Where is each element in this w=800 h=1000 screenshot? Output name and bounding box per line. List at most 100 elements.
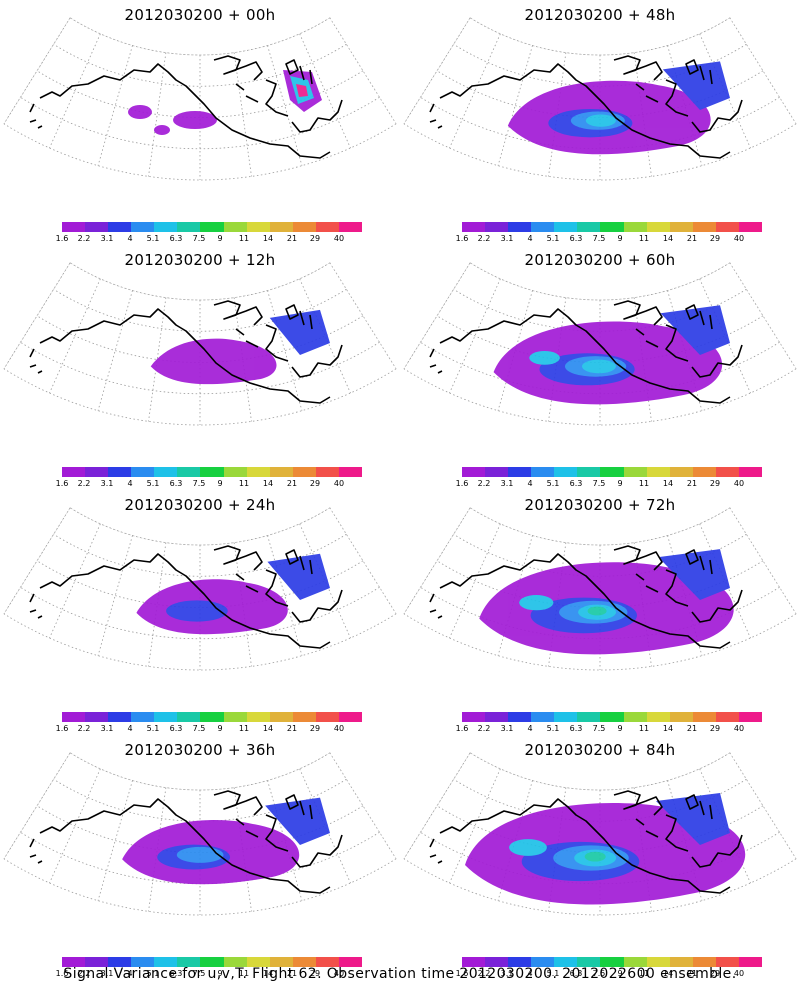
- colorbar-swatch: [108, 957, 132, 967]
- map-panel: 2012030200 + 00h 1.6 2.2 3.1 4 5.1 6.3 7.5 9 11 14…: [0, 0, 400, 245]
- colorbar-swatch: [554, 222, 578, 232]
- colorbar: [62, 222, 363, 232]
- colorbar-swatch: [738, 712, 763, 722]
- colorbar-tick-label: 21: [286, 724, 298, 733]
- panel-title: 2012030200 + 24h: [124, 496, 276, 514]
- colorbar-swatch: [462, 957, 486, 967]
- colorbar-swatch: [246, 467, 270, 477]
- colorbar-tick-label: 5.1: [146, 724, 160, 733]
- colorbar-swatch: [508, 712, 532, 722]
- map-panel: 2012030200 + 36h 1.6 2.2 3.1 4 5.1 6.3 7.5 9 11 14…: [0, 735, 400, 980]
- colorbar-swatch: [131, 222, 155, 232]
- colorbar-tick-label: 1.6: [455, 234, 469, 243]
- colorbar-swatch: [600, 712, 624, 722]
- colorbar-swatch: [315, 712, 339, 722]
- colorbar-swatch: [85, 957, 109, 967]
- colorbar-tick-label: 6.3: [169, 479, 183, 488]
- coastlines: [429, 55, 743, 159]
- colorbar-swatch: [646, 222, 670, 232]
- colorbar-tick-label: 5.1: [546, 479, 560, 488]
- colorbar-swatch: [62, 222, 86, 232]
- polar-map: [403, 752, 797, 916]
- colorbar-swatch: [85, 467, 109, 477]
- colorbar-tick-label: 14: [662, 969, 674, 978]
- panel-title: 2012030200 + 48h: [524, 6, 676, 24]
- colorbar-swatch: [462, 712, 486, 722]
- colorbar-tick-label: 3.1: [100, 724, 114, 733]
- colorbar-labels: 1.6 2.2 3.1 4 5.1 6.3 7.5 9 11 14 21 29 40: [456, 234, 762, 244]
- colorbar-swatch: [715, 467, 739, 477]
- colorbar-swatch: [531, 222, 555, 232]
- colorbar-tick-label: 21: [286, 969, 298, 978]
- colorbar-swatch: [646, 712, 670, 722]
- colorbar-tick-label: 2.2: [77, 479, 91, 488]
- colorbar-tick-label: 6.3: [569, 234, 583, 243]
- coastlines: [29, 300, 343, 404]
- panel-title: 2012030200 + 12h: [124, 251, 276, 269]
- colorbar-tick-label: 9: [217, 969, 223, 978]
- map-panel: 2012030200 + 48h 1.6 2.2 3.1 4 5.1 6.3 7.5 9 11 14…: [400, 0, 800, 245]
- colorbar-tick-label: 11: [238, 969, 250, 978]
- colorbar-tick-label: 5.1: [146, 969, 160, 978]
- colorbar-tick-label: 6.3: [169, 724, 183, 733]
- colorbar-tick-label: 9: [217, 724, 223, 733]
- colorbar-tick-label: 7.5: [592, 724, 606, 733]
- colorbar-swatch: [269, 712, 293, 722]
- colorbar-tick-label: 40: [333, 234, 345, 243]
- colorbar-tick-label: 4: [127, 724, 133, 733]
- variance-field: [493, 305, 730, 405]
- colorbar-tick-label: 7.5: [592, 479, 606, 488]
- colorbar-swatch: [85, 222, 109, 232]
- colorbar-tick-label: 7.5: [192, 969, 206, 978]
- polar-map: [3, 507, 397, 671]
- colorbar-swatch: [623, 467, 647, 477]
- colorbar-swatch: [292, 712, 316, 722]
- colorbar-swatch: [600, 467, 624, 477]
- colorbar-swatch: [600, 957, 624, 967]
- colorbar-tick-label: 2.2: [477, 234, 491, 243]
- map-panel: 2012030200 + 12h 1.6 2.2 3.1 4 5.1 6.3 7.5 9 11 14…: [0, 245, 400, 490]
- colorbar-swatch: [200, 222, 224, 232]
- colorbar-tick-label: 9: [617, 479, 623, 488]
- colorbar-swatch: [177, 957, 201, 967]
- colorbar-tick-label: 4: [127, 969, 133, 978]
- colorbar-swatch: [223, 222, 247, 232]
- variance-field: [479, 549, 734, 655]
- colorbar-tick-label: 40: [333, 969, 345, 978]
- colorbar-tick-label: 2.2: [477, 969, 491, 978]
- colorbar-tick-label: 4: [527, 969, 533, 978]
- map-panel: 2012030200 + 72h 1.6 2.2 3.1 4 5.1 6.3 7.5 9 11 14…: [400, 490, 800, 735]
- colorbar-tick-label: 29: [709, 724, 721, 733]
- colorbar-tick-label: 7.5: [592, 234, 606, 243]
- colorbar-swatch: [200, 712, 224, 722]
- colorbar-tick-label: 9: [217, 234, 223, 243]
- colorbar-swatch: [485, 957, 509, 967]
- colorbar-swatch: [338, 712, 363, 722]
- colorbar-swatch: [177, 222, 201, 232]
- colorbar-swatch: [577, 467, 601, 477]
- colorbar-tick-label: 2.2: [477, 479, 491, 488]
- figure-caption: Signal Variance for u,v,T. Flight 62. Ob…: [63, 966, 737, 982]
- colorbar-tick-label: 21: [686, 479, 698, 488]
- colorbar-tick-label: 5.1: [546, 969, 560, 978]
- colorbar-swatch: [462, 467, 486, 477]
- colorbar-swatch: [315, 467, 339, 477]
- colorbar-tick-label: 29: [709, 479, 721, 488]
- colorbar-swatch: [131, 712, 155, 722]
- map-panel: 2012030200 + 84h 1.6 2.2 3.1 4 5.1 6.3 7.5 9 11 14…: [400, 735, 800, 980]
- panel-title: 2012030200 + 72h: [524, 496, 676, 514]
- colorbar-swatch: [62, 467, 86, 477]
- panel-title: 2012030200 + 36h: [124, 741, 276, 759]
- colorbar-swatch: [154, 712, 178, 722]
- colorbar-labels: 1.6 2.2 3.1 4 5.1 6.3 7.5 9 11 14 21 29 40: [56, 479, 362, 489]
- colorbar-tick-label: 9: [617, 969, 623, 978]
- colorbar-swatch: [554, 467, 578, 477]
- colorbar-tick-label: 4: [527, 234, 533, 243]
- colorbar: [462, 957, 763, 967]
- colorbar-swatch: [715, 712, 739, 722]
- colorbar-swatch: [246, 957, 270, 967]
- colorbar-tick-label: 5.1: [546, 234, 560, 243]
- colorbar-tick-label: 21: [286, 479, 298, 488]
- colorbar: [462, 222, 763, 232]
- colorbar-swatch: [62, 712, 86, 722]
